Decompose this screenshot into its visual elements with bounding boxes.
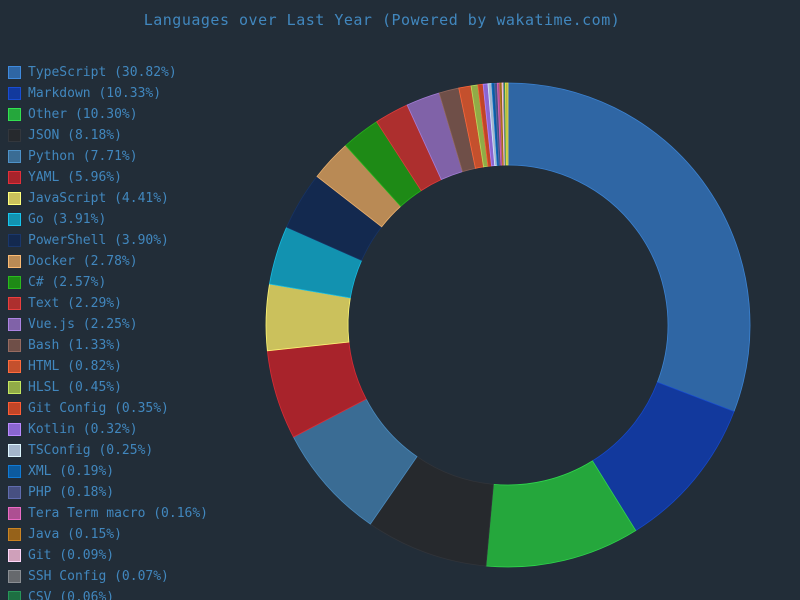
legend-swatch [8, 150, 21, 163]
legend-swatch [8, 570, 21, 583]
legend-label: Python (7.71%) [28, 149, 138, 164]
legend-swatch [8, 444, 21, 457]
legend-swatch [8, 255, 21, 268]
legend-item: Kotlin (0.32%) [8, 419, 208, 440]
legend-item: Markdown (10.33%) [8, 83, 208, 104]
legend-label: SSH Config (0.07%) [28, 569, 169, 584]
legend-label: YAML (5.96%) [28, 170, 122, 185]
legend-swatch [8, 507, 21, 520]
legend-swatch [8, 66, 21, 79]
legend-label: CSV (0.06%) [28, 590, 115, 600]
legend-label: TSConfig (0.25%) [28, 443, 154, 458]
legend-swatch [8, 339, 21, 352]
legend-label: Text (2.29%) [28, 296, 122, 311]
legend-swatch [8, 87, 21, 100]
legend-label: HLSL (0.45%) [28, 380, 122, 395]
legend-item: JavaScript (4.41%) [8, 188, 208, 209]
legend-item: Java (0.15%) [8, 524, 208, 545]
legend-label: C# (2.57%) [28, 275, 107, 290]
legend-item: Go (3.91%) [8, 209, 208, 230]
legend-label: Docker (2.78%) [28, 254, 138, 269]
legend-item: PHP (0.18%) [8, 482, 208, 503]
legend-item: HLSL (0.45%) [8, 377, 208, 398]
legend-item: Docker (2.78%) [8, 251, 208, 272]
legend-item: XML (0.19%) [8, 461, 208, 482]
legend-swatch [8, 423, 21, 436]
legend-item: JSON (8.18%) [8, 125, 208, 146]
legend-swatch [8, 108, 21, 121]
legend-item: Bash (1.33%) [8, 335, 208, 356]
legend-swatch [8, 234, 21, 247]
legend-label: Go (3.91%) [28, 212, 107, 227]
legend-item: Tera Term macro (0.16%) [8, 503, 208, 524]
legend-swatch [8, 318, 21, 331]
legend-item: Python (7.71%) [8, 146, 208, 167]
legend-swatch [8, 528, 21, 541]
legend-swatch [8, 171, 21, 184]
legend-swatch [8, 297, 21, 310]
legend-item: CSV (0.06%) [8, 587, 208, 600]
legend-label: Java (0.15%) [28, 527, 122, 542]
legend-item: Text (2.29%) [8, 293, 208, 314]
legend-item: SSH Config (0.07%) [8, 566, 208, 587]
legend-label: Other (10.30%) [28, 107, 138, 122]
legend-item: Git Config (0.35%) [8, 398, 208, 419]
legend-swatch [8, 276, 21, 289]
legend-item: TypeScript (30.82%) [8, 62, 208, 83]
legend-item: PowerShell (3.90%) [8, 230, 208, 251]
legend-label: XML (0.19%) [28, 464, 115, 479]
legend-item: YAML (5.96%) [8, 167, 208, 188]
chart-title: Languages over Last Year (Powered by wak… [143, 11, 621, 29]
legend-label: PowerShell (3.90%) [28, 233, 169, 248]
legend-item: Vue.js (2.25%) [8, 314, 208, 335]
legend-swatch [8, 402, 21, 415]
legend-label: PHP (0.18%) [28, 485, 115, 500]
legend-swatch [8, 129, 21, 142]
legend-label: Git (0.09%) [28, 548, 115, 563]
donut-slice [505, 82, 509, 166]
donut-slice [507, 82, 751, 413]
legend-label: Tera Term macro (0.16%) [28, 506, 209, 521]
legend-label: Git Config (0.35%) [28, 401, 169, 416]
legend-label: Bash (1.33%) [28, 338, 122, 353]
legend-swatch [8, 549, 21, 562]
chart-legend: TypeScript (30.82%) Markdown (10.33%) Othe… [8, 62, 208, 600]
legend-item: HTML (0.82%) [8, 356, 208, 377]
legend-swatch [8, 465, 21, 478]
legend-label: Vue.js (2.25%) [28, 317, 138, 332]
legend-swatch [8, 486, 21, 499]
legend-swatch [8, 213, 21, 226]
legend-item: Git (0.09%) [8, 545, 208, 566]
legend-swatch [8, 381, 21, 394]
legend-label: HTML (0.82%) [28, 359, 122, 374]
legend-item: C# (2.57%) [8, 272, 208, 293]
legend-label: Kotlin (0.32%) [28, 422, 138, 437]
legend-label: TypeScript (30.82%) [28, 65, 177, 80]
legend-label: JSON (8.18%) [28, 128, 122, 143]
legend-label: JavaScript (4.41%) [28, 191, 169, 206]
legend-swatch [8, 591, 21, 600]
legend-label: Markdown (10.33%) [28, 86, 162, 101]
legend-swatch [8, 192, 21, 205]
legend-item: TSConfig (0.25%) [8, 440, 208, 461]
legend-item: Other (10.30%) [8, 104, 208, 125]
legend-swatch [8, 360, 21, 373]
